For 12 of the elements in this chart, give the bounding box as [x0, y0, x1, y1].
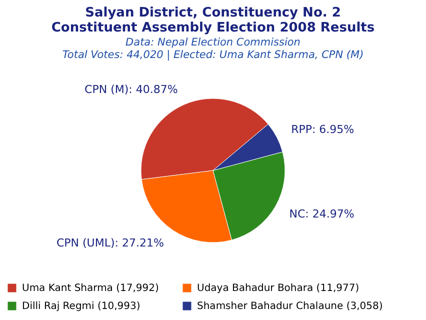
data-label: CPN (UML): 27.21% [56, 236, 164, 250]
legend-label: Dilli Raj Regmi (10,993) [22, 301, 140, 312]
chart-subtitle: Constituent Assembly Election 2008 Results [51, 20, 375, 36]
data-label: RPP: 6.95% [291, 122, 354, 136]
text: Total Votes: 44,020 | Elected: Uma Kant Sharma, CPN (M) [62, 49, 364, 61]
chart-title: Salyan District, Constituency No. 2 [85, 6, 341, 20]
text: Data: Nepal Election Commission [126, 36, 300, 48]
data-label: CPN (M): 40.87% [84, 82, 178, 96]
legend-label: Udaya Bahadur Bohara (11,977) [197, 283, 360, 294]
legend-label: Shamsher Bahadur Chalaune (3,058) [197, 301, 383, 312]
data-label: NC: 24.97% [289, 207, 354, 220]
legend-label: Uma Kant Sharma (17,992) [22, 283, 160, 294]
